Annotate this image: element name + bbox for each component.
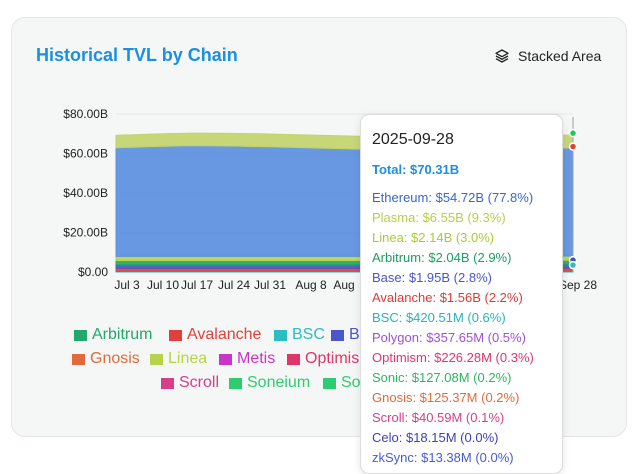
legend-label: Soneium [247,374,311,391]
tooltip-date: 2025-09-28 [372,131,454,148]
card-title: Historical TVL by Chain [36,45,238,65]
x-tick-label: Aug [333,278,354,292]
legend-item-scroll[interactable]: Scroll [161,374,219,392]
view-toggle-label: Stacked Area [518,48,602,64]
legend-label: Scroll [179,374,220,391]
legend-label: Arbitrum [92,326,153,343]
tooltip-series-row: zkSync: $13.38M (0.0%) [372,450,514,465]
legend-swatch [331,329,344,341]
legend-label: Gnosis [90,350,140,367]
tooltip-series-row: Scroll: $40.59M (0.1%) [372,410,505,425]
legend-item-b[interactable]: B [331,326,360,344]
legend-label: B [349,326,360,343]
x-tick-label: Aug 8 [295,278,327,292]
tooltip-series-row: Gnosis: $125.37M (0.2%) [372,390,520,405]
tooltip-total: Total: $70.31B [372,162,460,177]
tooltip-series-row: Base: $1.95B (2.8%) [372,270,492,285]
x-tick-label: Jul 24 [218,278,250,292]
y-tick-label: $40.00B [63,186,108,200]
y-tick-label: $80.00B [63,107,108,121]
legend-item-soneium[interactable]: Soneium [229,374,310,392]
legend-item-arbitrum[interactable]: Arbitrum [74,326,152,344]
hover-tooltip: 2025-09-28 Total: $70.31B Ethereum: $54.… [360,114,563,474]
x-tick-label: Jul 31 [254,278,286,292]
layers-icon [494,48,510,64]
tooltip-series-row: Linea: $2.14B (3.0%) [372,230,495,245]
legend-item-optimis[interactable]: Optimis [287,350,359,368]
legend-label: Optimis [305,350,360,367]
legend-label: So [341,374,361,391]
hover-point-marker [568,260,578,270]
tooltip-series-row: Celo: $18.15M (0.0%) [372,430,499,445]
tooltip-series-row: BSC: $420.51M (0.6%) [372,310,506,325]
legend-swatch [161,377,174,389]
hover-point-marker [568,142,578,151]
legend-label: Linea [168,350,208,367]
legend-swatch [287,353,300,365]
legend-label: BSC [292,326,325,343]
tooltip-series-row: Ethereum: $54.72B (77.8%) [372,190,534,205]
x-tick-label: Jul 10 [147,278,179,292]
tooltip-series-row: Sonic: $127.08M (0.2%) [372,370,512,385]
legend-swatch [72,353,85,365]
legend-item-gnosis[interactable]: Gnosis [72,350,140,368]
x-tick-label: Jul 17 [181,278,213,292]
legend-item-avalanche[interactable]: Avalanche [169,326,261,344]
legend-swatch [323,377,336,389]
y-tick-label: $0.00 [78,265,108,279]
x-tick-label: Jul 3 [114,278,140,292]
legend-label: Avalanche [187,326,262,343]
legend-swatch [219,353,232,365]
legend-swatch [74,329,87,341]
hover-point-marker [568,128,578,138]
legend-item-so[interactable]: So [323,374,361,392]
legend-swatch [150,353,163,365]
legend-swatch [229,377,242,389]
legend-swatch [274,329,287,341]
legend-swatch [169,329,182,341]
tooltip-series-row: Avalanche: $1.56B (2.2%) [372,290,523,305]
tooltip-series-row: Plasma: $6.55B (9.3%) [372,210,506,225]
tooltip-series-row: Polygon: $357.65M (0.5%) [372,330,526,345]
legend-item-metis[interactable]: Metis [219,350,275,368]
tooltip-series-row: Optimism: $226.28M (0.3%) [372,350,534,365]
stacked-area-toggle[interactable]: Stacked Area [494,46,601,66]
tooltip-series-row: Arbitrum: $2.04B (2.9%) [372,250,512,265]
legend-item-linea[interactable]: Linea [150,350,207,368]
x-tick-label: Sep 28 [559,278,597,292]
legend-label: Metis [237,350,276,367]
legend-item-bsc[interactable]: BSC [274,326,325,344]
y-tick-label: $60.00B [63,147,108,161]
y-tick-label: $20.00B [63,226,108,240]
